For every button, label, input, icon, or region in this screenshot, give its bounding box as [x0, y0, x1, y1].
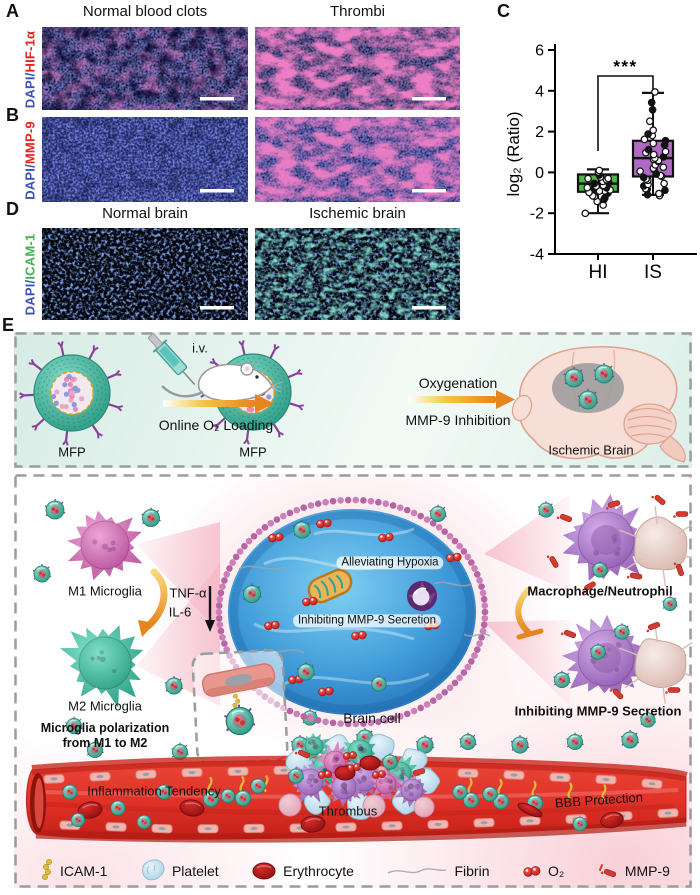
legend-item-mmp9: MMP-9 [597, 862, 670, 880]
schematic-bottom-art [14, 474, 692, 888]
legend-label: O₂ [547, 863, 565, 879]
micrograph-thrombi-hif1a [255, 27, 460, 110]
scale-bar [412, 306, 446, 310]
svg-text:4: 4 [535, 83, 544, 100]
svg-text:HI: HI [589, 262, 608, 283]
column-header-normal-blood-clots: Normal blood clots [82, 3, 208, 20]
scale-bar [412, 189, 446, 193]
panel-letter-b: B [6, 105, 19, 125]
inhibiting-mmp9-secretion-label: Inhibiting MMP-9 Secretion [514, 703, 682, 719]
mfp2-label: MFP [239, 444, 267, 460]
legend-item-icam1: ICAM-1 [40, 858, 107, 884]
iv-label: i.v. [192, 340, 208, 356]
tnf-alpha-label: TNF-α [169, 585, 207, 601]
legend-item-o2: O₂ [522, 862, 564, 880]
micrograph-normal-clots-hif1a [42, 27, 248, 110]
slash-text: / [22, 72, 38, 77]
side-label-dapi-icam1: DAPI/ICAM-1 [23, 229, 38, 321]
thrombus-label: Thrombus [318, 803, 378, 819]
polarization-line1: Microglia polarization [40, 720, 170, 735]
column-header-thrombi: Thrombi [329, 3, 385, 20]
boxplot-chart: log₂ (Ratio) 6 4 2 0 -2 -4 HI IS *** [504, 43, 697, 283]
svg-text:0: 0 [535, 165, 544, 182]
icam1-text: ICAM-1 [22, 233, 38, 280]
icam1-chain-icon [42, 859, 52, 880]
alleviating-hypoxia-label: Alleviating Hypoxia [336, 556, 444, 570]
svg-text:***: *** [613, 57, 637, 76]
oxygenation-label: Oxygenation [418, 374, 498, 391]
side-label-dapi-hif1a: DAPI/HIF-1α [23, 26, 38, 114]
panel-letter-e: E [2, 315, 15, 335]
svg-text:-4: -4 [530, 247, 544, 264]
svg-text:6: 6 [535, 43, 544, 60]
micrograph-thrombi-mmp9 [255, 117, 460, 202]
mfp1-label: MFP [58, 444, 86, 460]
inhibiting-mmp9-secretion-cell-label: Inhibiting MMP-9 Secretion [292, 614, 442, 628]
fibrin-icon [388, 868, 447, 874]
legend-label: Erythrocyte [283, 863, 354, 879]
svg-text:log₂ (Ratio): log₂ (Ratio) [504, 111, 523, 196]
inflammation-tendency-label: Inflammation Tendency [87, 783, 221, 799]
column-header-ischemic-brain: Ischemic brain [309, 205, 406, 222]
schematic-bottom-box: M1 Microglia TNF-α IL-6 M2 Microglia Mic… [14, 474, 692, 888]
micrograph-normal-brain-icam1 [42, 228, 248, 320]
schematic-top-box: MFP i.v. Online O₂ Loading MFP Oxygenati… [14, 332, 692, 468]
brain-cell-label: Brain cell [343, 709, 401, 726]
erythrocyte-icon [252, 862, 276, 880]
micrograph-normal-clots-mmp9 [42, 117, 248, 202]
mmp9-icon [598, 864, 617, 880]
o2-icon [523, 865, 541, 877]
legend-item-erythrocyte: Erythrocyte [251, 861, 354, 881]
slash-text: / [22, 164, 38, 168]
polarization-line2: from M1 to M2 [62, 735, 148, 750]
m1-microglia-label: M1 Microglia [68, 583, 142, 599]
svg-text:2: 2 [535, 124, 544, 141]
legend-item-fibrin: Fibrin [386, 863, 489, 879]
legend-label: ICAM-1 [60, 863, 108, 879]
dapi-text: DAPI [22, 167, 38, 200]
scale-bar [412, 97, 446, 101]
macrophage-neutrophil-label: Macrophage/Neutrophil [527, 583, 673, 599]
micrograph-ischemic-brain-icam1 [255, 228, 460, 320]
legend-row: ICAM-1 Platelet Erythrocyte Fibrin [40, 856, 670, 886]
il6-label: IL-6 [168, 604, 192, 620]
column-header-normal-brain: Normal brain [102, 205, 188, 222]
legend-label: MMP-9 [624, 863, 670, 879]
hif1a-text: HIF-1α [22, 30, 38, 73]
panel-letter-a: A [6, 1, 19, 21]
slash-text: / [22, 279, 38, 284]
dapi-text: DAPI [22, 283, 38, 316]
svg-text:IS: IS [644, 262, 662, 283]
legend-item-platelet: Platelet [140, 858, 219, 884]
schematic-top-art [14, 332, 692, 468]
scale-bar [200, 97, 234, 101]
mmp9-text: MMP-9 [22, 121, 38, 165]
mmp9-inhibition-label: MMP-9 Inhibition [405, 411, 511, 428]
scale-bar [200, 306, 234, 310]
platelet-icon [142, 859, 165, 881]
side-label-dapi-mmp9: DAPI/MMP-9 [23, 117, 38, 205]
online-o2-loading-label: Online O₂ Loading [158, 416, 274, 433]
panel-letter-d: D [6, 199, 19, 219]
scale-bar [200, 189, 234, 193]
ischemic-brain-label: Ischemic Brain [548, 442, 634, 458]
dapi-text: DAPI [22, 76, 38, 109]
panel-letter-c: C [497, 1, 510, 21]
legend-label: Fibrin [454, 863, 490, 879]
legend-label: Platelet [171, 863, 219, 879]
m2-microglia-label: M2 Microglia [68, 698, 142, 714]
svg-text:-2: -2 [530, 206, 544, 223]
